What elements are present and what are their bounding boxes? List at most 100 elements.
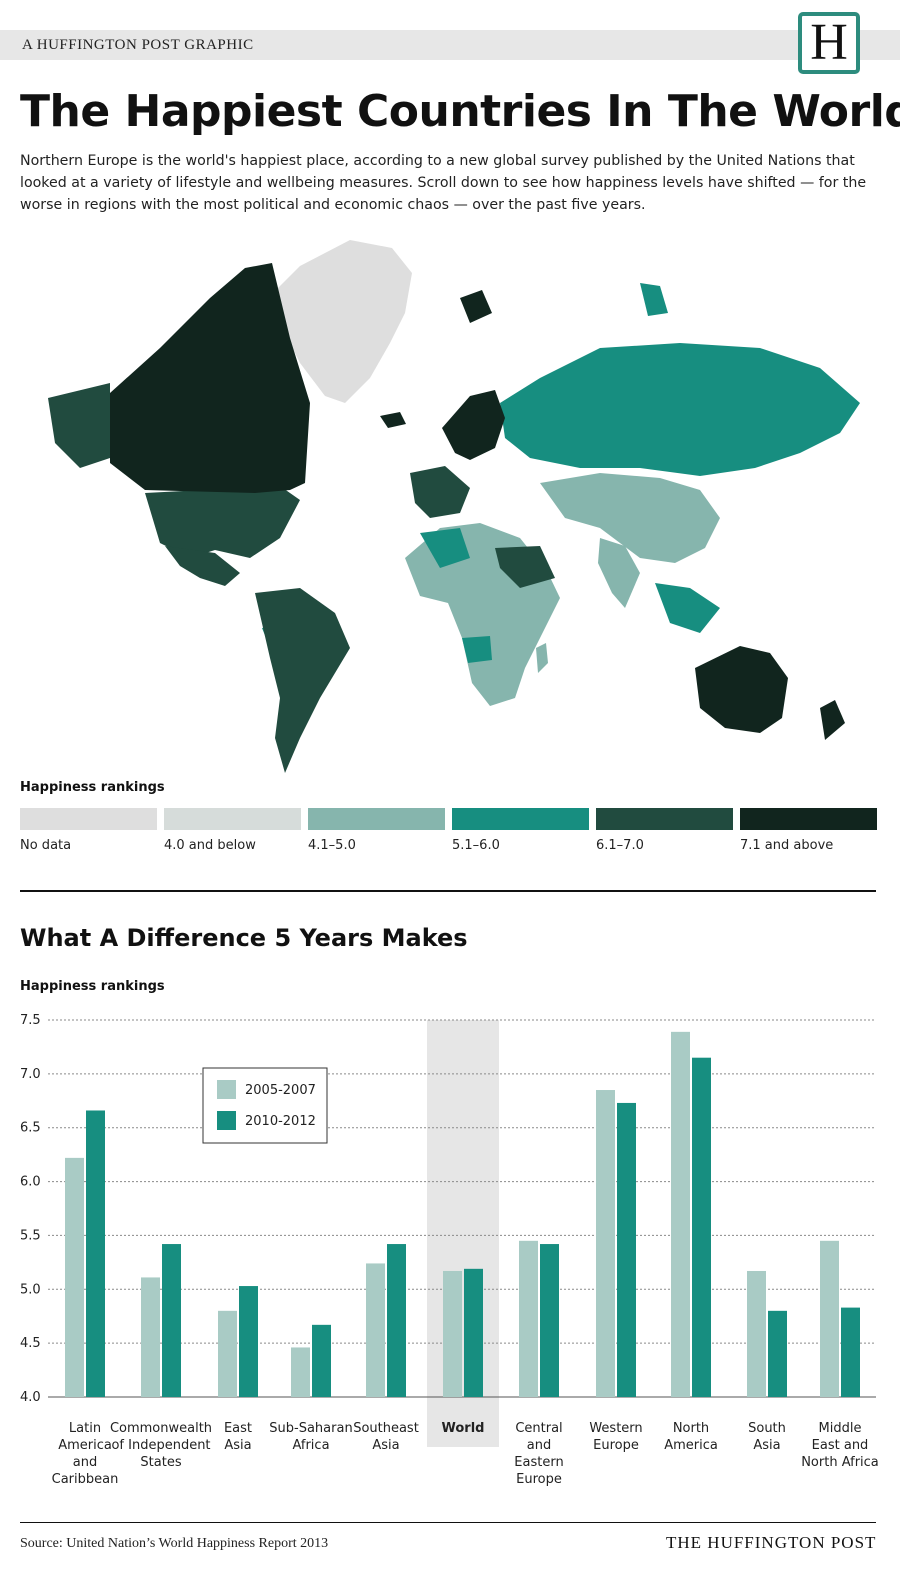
alaska-region [48, 383, 110, 468]
huffington-logo[interactable]: H [798, 12, 860, 74]
usa-region [145, 486, 300, 558]
intro-text: Northern Europe is the world's happiest … [20, 153, 867, 213]
greenland-region [268, 240, 412, 403]
mexico-region [165, 546, 240, 586]
category-label: States [140, 1455, 181, 1470]
y-tick-label: 7.5 [20, 1013, 41, 1028]
bar-period-1 [820, 1240, 839, 1397]
category-label: Asia [753, 1438, 780, 1453]
category-label: of Independent [111, 1438, 210, 1453]
legend-label-7-1-and-above: 7.1 and above [740, 838, 834, 853]
legend-label-6-1-7-0: 6.1–7.0 [596, 838, 644, 853]
bar-period-2 [387, 1244, 406, 1397]
legend-swatch-7-1-and-above [740, 808, 877, 830]
map-legend-title: Happiness rankings [20, 780, 165, 795]
y-tick-label: 7.0 [20, 1067, 41, 1082]
bar-chart: 7.5 7.0 6.5 6.0 5.5 5.0 4.5 4.0 Latin America and C… [20, 1013, 879, 1487]
y-tick-label: 6.5 [20, 1121, 41, 1136]
scandinavia-region [442, 390, 505, 460]
category-label: Middle [819, 1421, 862, 1436]
legend-label-4-and-below: 4.0 and below [164, 838, 256, 853]
category-label: and [73, 1455, 97, 1470]
canada-region [110, 263, 310, 493]
category-label: Europe [516, 1472, 562, 1487]
bar-period-2 [692, 1057, 711, 1397]
category-label: Europe [593, 1438, 639, 1453]
category-label: Sub-Saharan [269, 1421, 352, 1436]
bar-period-1 [141, 1277, 160, 1397]
section-title: What A Difference 5 Years Makes [20, 924, 468, 952]
legend-swatch-series [217, 1111, 236, 1130]
category-label: Eastern [514, 1455, 563, 1470]
y-tick-label: 4.0 [20, 1390, 41, 1405]
south-asia-region [598, 538, 640, 608]
bar-period-1 [747, 1270, 766, 1397]
section-divider [20, 890, 876, 892]
western-europe-region [410, 466, 470, 518]
chart-subtitle: Happiness rankings [20, 979, 165, 994]
footer-brand: THE HUFFINGTON POST [666, 1533, 877, 1552]
legend-swatch-6-1-7-0 [596, 808, 733, 830]
bar-period-1 [519, 1240, 538, 1397]
category-label: Asia [372, 1438, 399, 1453]
bar-period-2 [239, 1286, 258, 1397]
category-label: East [224, 1421, 252, 1436]
legend-label-4-1-5-0: 4.1–5.0 [308, 838, 356, 853]
category-label: South [748, 1421, 786, 1436]
category-label: Southeast [353, 1421, 419, 1436]
y-tick-label: 5.5 [20, 1228, 41, 1243]
graphic-kicker: A HUFFINGTON POST GRAPHIC [22, 37, 254, 53]
bar-period-1 [366, 1263, 385, 1397]
bar-period-2 [162, 1244, 181, 1397]
category-label: Latin [69, 1421, 101, 1436]
category-label: North Africa [801, 1455, 879, 1470]
legend-series-label: 2005-2007 [245, 1083, 316, 1098]
highlight-band [427, 1020, 499, 1447]
svalbard-region [640, 283, 668, 316]
category-label: America [664, 1438, 718, 1453]
y-tick-label: 6.0 [20, 1175, 41, 1190]
bar-period-1 [65, 1157, 84, 1397]
footer-divider [20, 1522, 876, 1523]
page-title: The Happiest Countries In The World [20, 86, 900, 137]
bar-period-1 [218, 1310, 237, 1397]
map-level-7-1-and-above [110, 263, 845, 740]
legend-swatch-4-and-below [164, 808, 301, 830]
bar-period-2 [464, 1268, 483, 1397]
category-label: and [527, 1438, 551, 1453]
legend-swatch-series [217, 1080, 236, 1099]
world-map [48, 240, 860, 773]
arabia-region [495, 546, 555, 588]
madagascar-region [536, 643, 548, 673]
y-tick-label: 4.5 [20, 1336, 41, 1351]
legend-swatch-no-data [20, 808, 157, 830]
category-label: America [58, 1438, 112, 1453]
legend-label-5-1-6-0: 5.1–6.0 [452, 838, 500, 853]
central-asia-region [540, 473, 720, 563]
new-zealand-region [820, 700, 845, 740]
bar-period-2 [841, 1307, 860, 1397]
south-america-region [255, 588, 350, 773]
arctic-islands-region [460, 290, 492, 323]
bar-period-1 [596, 1090, 615, 1397]
north-africa-region [420, 528, 470, 568]
category-label: Asia [224, 1438, 251, 1453]
top-banner [0, 30, 900, 60]
bar-period-2 [617, 1102, 636, 1397]
bar-period-1 [443, 1270, 462, 1397]
bar-period-2 [768, 1310, 787, 1397]
bar-period-2 [540, 1244, 559, 1397]
bar-period-2 [86, 1110, 105, 1397]
category-label: Central [515, 1421, 562, 1436]
southeast-asia-region [655, 583, 720, 633]
russia-region [500, 343, 860, 476]
category-label: Western [589, 1421, 642, 1436]
category-label: North [673, 1421, 709, 1436]
category-label: Africa [292, 1438, 329, 1453]
bar-period-1 [291, 1347, 310, 1397]
category-label: East and [812, 1438, 869, 1453]
category-label: World [442, 1421, 485, 1436]
category-label: Caribbean [52, 1472, 119, 1487]
y-tick-label: 5.0 [20, 1282, 41, 1297]
angola-region [462, 636, 492, 663]
